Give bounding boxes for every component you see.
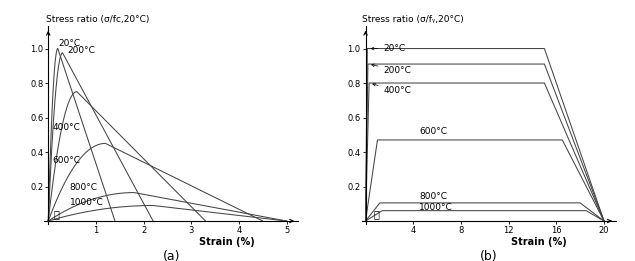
Text: 1000°C: 1000°C — [419, 203, 453, 212]
Text: (a): (a) — [163, 250, 180, 261]
Text: 20°C: 20°C — [59, 39, 81, 48]
Text: 1000°C: 1000°C — [70, 198, 104, 207]
Text: 🔥: 🔥 — [54, 209, 60, 219]
Text: 200°C: 200°C — [67, 46, 95, 55]
Text: Stress ratio (σ/fᴄ,20°C): Stress ratio (σ/fᴄ,20°C) — [46, 15, 149, 24]
Text: Strain (%): Strain (%) — [511, 236, 566, 247]
Text: Strain (%): Strain (%) — [199, 236, 255, 247]
Text: 400°C: 400°C — [52, 123, 80, 132]
Text: 800°C: 800°C — [419, 192, 447, 201]
Text: 600°C: 600°C — [52, 156, 80, 165]
Text: 20°C: 20°C — [371, 44, 406, 53]
Text: 600°C: 600°C — [419, 127, 447, 136]
Text: Stress ratio (σ/fᵧ,20°C): Stress ratio (σ/fᵧ,20°C) — [362, 15, 464, 24]
Text: 200°C: 200°C — [371, 64, 411, 75]
Text: 800°C: 800°C — [70, 183, 98, 192]
Text: 🔥: 🔥 — [373, 209, 379, 219]
Text: 400°C: 400°C — [373, 83, 411, 95]
Text: (b): (b) — [480, 250, 498, 261]
